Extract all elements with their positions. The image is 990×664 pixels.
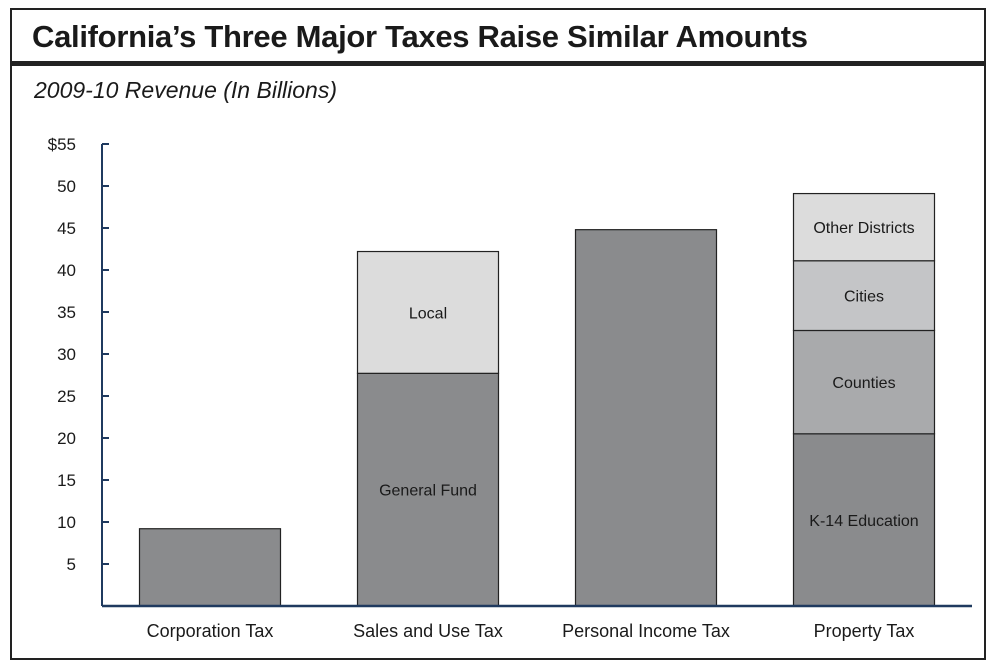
y-tick-label: 45 [57, 219, 76, 238]
y-tick-label: 40 [57, 261, 76, 280]
y-tick-label: 15 [57, 471, 76, 490]
y-tick-label: 5 [67, 555, 76, 574]
x-tick-label: Sales and Use Tax [353, 621, 503, 641]
x-tick-label: Personal Income Tax [562, 621, 730, 641]
segment-label: General Fund [379, 483, 477, 500]
bar-segment [792, 192, 936, 262]
x-tick-label: Property Tax [814, 621, 915, 641]
y-tick-label: 25 [57, 387, 76, 406]
segment-label: Cities [844, 289, 884, 306]
bar-segment [356, 372, 500, 607]
x-tick-label: Corporation Tax [147, 621, 274, 641]
bar-segment [792, 329, 936, 435]
segment-label: K-14 Education [809, 513, 918, 530]
title-bar: California’s Three Major Taxes Raise Sim… [12, 10, 984, 66]
bar-segment [792, 433, 936, 607]
segment-label: Other Districts [813, 220, 914, 237]
chart-title: California’s Three Major Taxes Raise Sim… [32, 19, 808, 54]
bar-segment [138, 528, 282, 607]
bar-segment [574, 229, 718, 607]
segment-label: Local [409, 305, 447, 322]
y-tick-label: 35 [57, 303, 76, 322]
y-tick-label: 10 [57, 513, 76, 532]
y-tick-label: $55 [48, 135, 76, 154]
bar-segment [356, 250, 500, 374]
y-tick-label: 50 [57, 177, 76, 196]
y-tick-label: 30 [57, 345, 76, 364]
chart-subtitle: 2009-10 Revenue (In Billions) [34, 77, 338, 103]
bar-segment [792, 260, 936, 332]
segment-label: Counties [832, 375, 895, 392]
y-tick-label: 20 [57, 429, 76, 448]
